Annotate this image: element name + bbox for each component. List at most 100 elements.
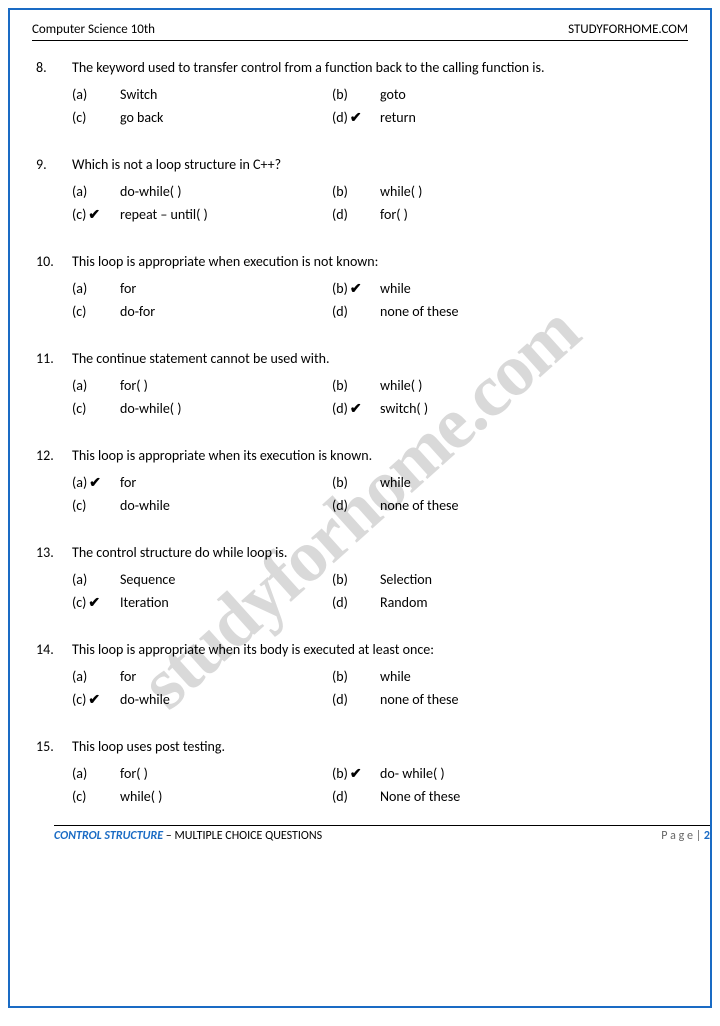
- question-number: 10.: [36, 253, 72, 270]
- header-right: STUDYFORHOME.COM: [568, 22, 688, 37]
- option-row: (a)✔for(b)while: [72, 474, 688, 491]
- option-label: (b): [332, 377, 380, 394]
- option-text: goto: [380, 86, 592, 103]
- option: (c)while( ): [72, 788, 332, 805]
- option: (d)None of these: [332, 788, 592, 805]
- option-row: (c)while( )(d)None of these: [72, 788, 688, 805]
- option-label: (d)✔: [332, 109, 380, 126]
- option-letter: (c): [72, 206, 86, 223]
- question-number: 9.: [36, 156, 72, 173]
- option: (c)✔do-while: [72, 691, 332, 708]
- option-text: return: [380, 109, 592, 126]
- check-icon: ✔: [350, 400, 362, 417]
- option-row: (c)✔do-while(d) none of these: [72, 691, 688, 708]
- check-icon: ✔: [350, 280, 362, 297]
- question-number: 12.: [36, 447, 72, 464]
- question-head: 12.This loop is appropriate when its exe…: [36, 447, 688, 464]
- option-letter: (c): [72, 497, 86, 514]
- option-letter: (b): [332, 668, 348, 685]
- option: (c)✔Iteration: [72, 594, 332, 611]
- option-row: (a)for(b)while: [72, 668, 688, 685]
- option-label: (c)✔: [72, 594, 120, 611]
- option-label: (c)✔: [72, 206, 120, 223]
- option-row: (a)for( )(b)while( ): [72, 377, 688, 394]
- option-letter: (a): [72, 183, 87, 200]
- footer-page-label: P a g e |: [661, 829, 704, 843]
- question: 8.The keyword used to transfer control f…: [36, 59, 688, 126]
- question-head: 8.The keyword used to transfer control f…: [36, 59, 688, 76]
- option-label: (b)✔: [332, 280, 380, 297]
- option: (b)while( ): [332, 377, 592, 394]
- options: (a)Switch(b)goto (c) go back(d)✔return: [72, 86, 688, 126]
- check-icon: ✔: [88, 691, 100, 708]
- question-head: 13.The control structure do while loop i…: [36, 544, 688, 561]
- option-label: (d): [332, 206, 380, 223]
- option: (b)goto: [332, 86, 592, 103]
- option-text: do-for: [120, 303, 332, 320]
- question: 14.This loop is appropriate when its bod…: [36, 641, 688, 708]
- footer-subtitle: – MULTIPLE CHOICE QUESTIONS: [166, 829, 322, 843]
- question-head: 14.This loop is appropriate when its bod…: [36, 641, 688, 658]
- footer-left: CONTROL STRUCTURE – MULTIPLE CHOICE QUES…: [54, 829, 322, 843]
- question-head: 10.This loop is appropriate when executi…: [36, 253, 688, 270]
- option-letter: (a): [72, 668, 87, 685]
- option-letter: (c): [72, 109, 86, 126]
- option-text: do-while: [120, 497, 332, 514]
- option-row: (a)for(b)✔while: [72, 280, 688, 297]
- option: (b)Selection: [332, 571, 592, 588]
- option-row: (a)for( )(b)✔do- while( ): [72, 765, 688, 782]
- page-container: studyforhome.com Computer Science 10th S…: [8, 8, 712, 1008]
- option-label: (b)✔: [332, 765, 380, 782]
- options: (a)Sequence(b)Selection(c)✔Iteration(d)R…: [72, 571, 688, 611]
- option-row: (a)Sequence(b)Selection: [72, 571, 688, 588]
- option-text: go back: [120, 109, 332, 126]
- question: 15.This loop uses post testing.(a)for( )…: [36, 738, 688, 805]
- option: (b)✔do- while( ): [332, 765, 592, 782]
- option: (a) for: [72, 280, 332, 297]
- option-letter: (a): [72, 280, 87, 297]
- option-text: while: [380, 668, 592, 685]
- option-row: (c) go back(d)✔return: [72, 109, 688, 126]
- option-label: (a): [72, 668, 120, 685]
- question-text: This loop is appropriate when its body i…: [72, 641, 688, 658]
- question-text: The control structure do while loop is.: [72, 544, 688, 561]
- option-label: (a): [72, 377, 120, 394]
- option-text: for: [120, 280, 332, 297]
- question-number: 8.: [36, 59, 72, 76]
- question-text: This loop uses post testing.: [72, 738, 688, 755]
- option-label: (d): [332, 594, 380, 611]
- option-label: (a): [72, 765, 120, 782]
- option-letter: (c): [72, 691, 86, 708]
- option-text: switch( ): [380, 400, 592, 417]
- check-icon: ✔: [350, 765, 362, 782]
- option-label: (b): [332, 183, 380, 200]
- option-label: (b): [332, 571, 380, 588]
- option-letter: (d): [332, 691, 348, 708]
- option-text: none of these: [380, 303, 592, 320]
- option-letter: (d): [332, 206, 348, 223]
- options: (a)✔for(b)while(c)do-while(d)none of the…: [72, 474, 688, 514]
- option-letter: (d): [332, 303, 348, 320]
- page-header: Computer Science 10th STUDYFORHOME.COM: [32, 22, 688, 41]
- option-text: do-while( ): [120, 183, 332, 200]
- options: (a)for( )(b)✔do- while( ) (c)while( )(d)N…: [72, 765, 688, 805]
- page-footer: CONTROL STRUCTURE – MULTIPLE CHOICE QUES…: [54, 825, 710, 843]
- option-letter: (a): [72, 765, 87, 782]
- option-label: (c): [72, 400, 120, 417]
- option-text: for( ): [380, 206, 592, 223]
- option: (a)Switch: [72, 86, 332, 103]
- option: (d)✔return: [332, 109, 592, 126]
- option-text: while( ): [380, 183, 592, 200]
- option-text: none of these: [380, 691, 592, 708]
- option-text: while( ): [380, 377, 592, 394]
- option-label: (a): [72, 86, 120, 103]
- option-label: (c)✔: [72, 691, 120, 708]
- option-label: (d): [332, 497, 380, 514]
- option-row: (a)Switch(b)goto: [72, 86, 688, 103]
- option-row: (c)do-while( )(d)✔switch( ): [72, 400, 688, 417]
- options: (a)do-while( )(b)while( )(c)✔repeat – un…: [72, 183, 688, 223]
- option-letter: (c): [72, 303, 86, 320]
- option: (d)✔switch( ): [332, 400, 592, 417]
- question-number: 14.: [36, 641, 72, 658]
- footer-right: P a g e | 2: [661, 829, 710, 843]
